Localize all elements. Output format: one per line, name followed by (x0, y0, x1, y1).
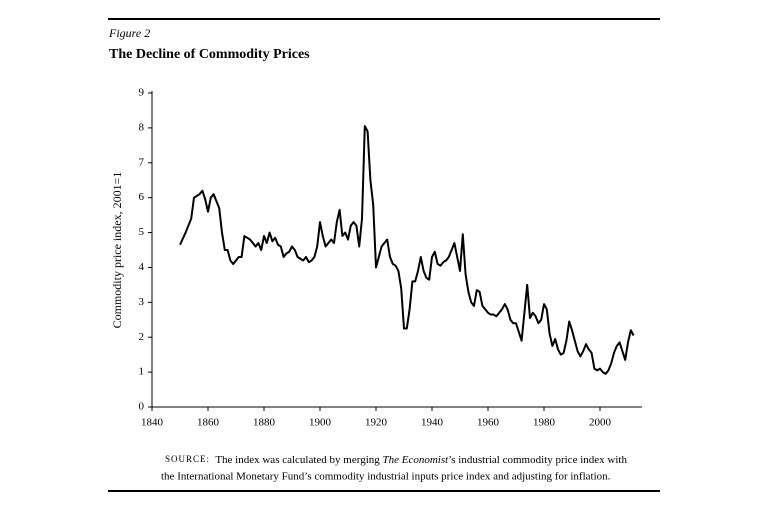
source-text: ’s industrial commodity price index with (448, 454, 627, 466)
x-tick-label: 1860 (197, 417, 220, 429)
y-axis-label: Commodity price index, 2001=1 (110, 172, 124, 329)
y-tick-label: 0 (139, 401, 145, 413)
x-tick-label: 1960 (477, 417, 500, 429)
x-tick-label: 2000 (589, 417, 612, 429)
x-tick-label: 1880 (253, 417, 276, 429)
data-line (179, 125, 635, 375)
chart-title: The Decline of Commodity Prices (109, 47, 310, 62)
x-tick-label: 1940 (421, 417, 444, 429)
y-tick-label: 2 (139, 331, 145, 343)
y-tick-label: 6 (139, 191, 145, 203)
x-tick-label: 1980 (533, 417, 556, 429)
source-text: the International Monetary Fund’s commod… (161, 471, 611, 483)
y-tick-label: 3 (139, 296, 145, 308)
source-note: SOURCE: The index was calculated by merg… (165, 454, 627, 466)
source-label: SOURCE: (165, 454, 210, 464)
source-text: The index was calculated by merging (215, 454, 382, 466)
y-tick-label: 7 (139, 156, 145, 168)
x-tick-label: 1900 (309, 417, 332, 429)
y-tick-label: 9 (139, 87, 145, 99)
source-text: The Economist (383, 454, 450, 466)
y-tick-label: 1 (139, 366, 145, 378)
y-tick-label: 8 (139, 121, 145, 133)
x-tick-label: 1840 (141, 417, 164, 429)
figure-label: Figure 2 (108, 26, 150, 40)
y-tick-label: 5 (139, 226, 145, 238)
y-tick-label: 4 (139, 261, 145, 273)
x-tick-label: 1920 (365, 417, 388, 429)
